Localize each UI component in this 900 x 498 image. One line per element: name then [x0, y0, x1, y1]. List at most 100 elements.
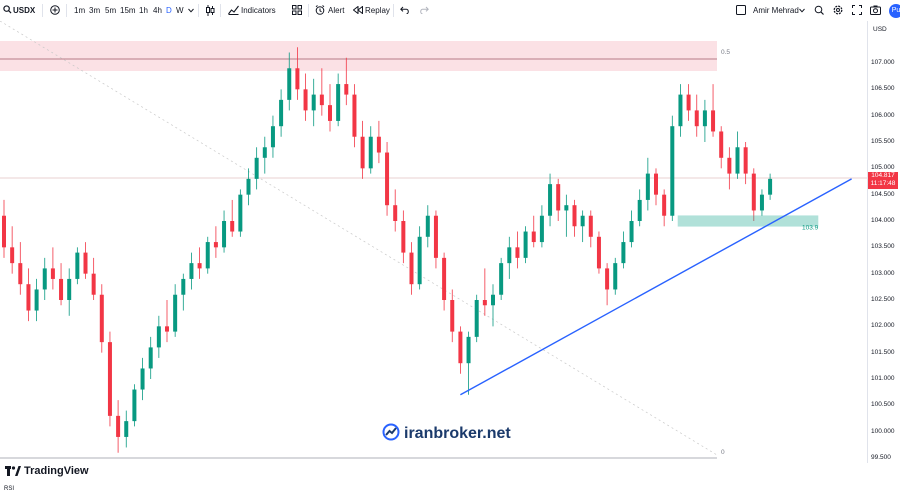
candle[interactable] [442, 257, 447, 300]
candle[interactable] [124, 421, 129, 437]
candle[interactable] [328, 105, 332, 121]
interval-5m[interactable]: 5m [105, 6, 117, 15]
candle[interactable] [319, 94, 324, 106]
candle[interactable] [523, 231, 528, 258]
chevron-down-icon[interactable] [188, 8, 194, 13]
candle[interactable] [491, 294, 495, 306]
candle[interactable] [580, 215, 585, 227]
candle[interactable] [596, 236, 601, 269]
resistance-zone[interactable] [0, 41, 717, 71]
candle[interactable] [686, 94, 691, 111]
candle[interactable] [768, 178, 773, 195]
candle[interactable] [637, 199, 642, 221]
candle[interactable] [173, 294, 178, 332]
candle[interactable] [148, 347, 153, 369]
candle[interactable] [165, 326, 169, 332]
candle[interactable] [654, 173, 658, 195]
candle[interactable] [116, 415, 121, 437]
interval-4h[interactable]: 4h [153, 6, 162, 15]
candle[interactable] [670, 126, 675, 216]
candle[interactable] [482, 300, 487, 306]
candle[interactable] [42, 268, 47, 290]
candle[interactable] [336, 84, 341, 121]
candle[interactable] [205, 242, 210, 269]
candle[interactable] [621, 242, 626, 264]
candle[interactable] [140, 368, 145, 390]
candle[interactable] [588, 215, 593, 237]
candle[interactable] [238, 194, 243, 232]
candle[interactable] [344, 84, 349, 95]
candle[interactable] [385, 152, 390, 206]
candle[interactable] [743, 147, 748, 174]
candle[interactable] [678, 94, 683, 127]
snapshot-icon[interactable] [870, 5, 881, 15]
candle[interactable] [311, 94, 316, 111]
candle[interactable] [132, 389, 137, 422]
quick-search-icon[interactable] [814, 5, 825, 15]
symbol-label[interactable]: USDX [13, 6, 36, 15]
settings-icon[interactable] [833, 5, 843, 15]
candle[interactable] [719, 131, 724, 158]
price-chart[interactable]: 0.5 0 103.9 [0, 21, 867, 463]
tradingview-logo[interactable]: TradingView [5, 464, 89, 478]
user-name[interactable]: Amir Mehrad [753, 6, 799, 15]
alert-button[interactable]: Alert [328, 6, 345, 15]
candle[interactable] [197, 263, 202, 269]
candle[interactable] [629, 221, 634, 243]
candle[interactable] [279, 99, 284, 127]
candle[interactable] [189, 263, 194, 279]
candle[interactable] [499, 263, 504, 295]
candle[interactable] [751, 173, 756, 211]
candle[interactable] [466, 336, 471, 364]
candle[interactable] [539, 215, 544, 243]
candle[interactable] [303, 89, 308, 111]
candle[interactable] [702, 110, 707, 127]
candle[interactable] [572, 205, 577, 227]
interval-w[interactable]: W [176, 6, 184, 15]
candle[interactable] [409, 252, 414, 285]
candle[interactable] [156, 326, 161, 348]
candle[interactable] [67, 278, 72, 300]
interval-1m[interactable]: 1m [74, 6, 86, 15]
candle[interactable] [605, 268, 610, 290]
candle[interactable] [759, 194, 764, 211]
candle[interactable] [75, 252, 80, 279]
candle[interactable] [458, 331, 463, 364]
candle[interactable] [26, 284, 31, 311]
candle[interactable] [295, 68, 300, 90]
candle[interactable] [59, 278, 64, 300]
fullscreen-icon[interactable] [852, 5, 862, 15]
candle[interactable] [181, 278, 186, 295]
undo-icon[interactable] [400, 6, 410, 14]
candle[interactable] [368, 136, 373, 169]
candle[interactable] [548, 184, 553, 216]
candle[interactable] [401, 221, 406, 253]
candle[interactable] [91, 273, 96, 295]
candle[interactable] [613, 263, 618, 290]
templates-icon[interactable] [292, 5, 302, 15]
interval-15m[interactable]: 15m [120, 6, 136, 15]
candle[interactable] [393, 205, 398, 221]
candle[interactable] [645, 173, 650, 200]
candle[interactable] [352, 94, 357, 137]
candle[interactable] [694, 110, 699, 127]
candle[interactable] [34, 289, 39, 311]
candle[interactable] [246, 178, 251, 195]
indicators-button[interactable]: Indicators [241, 6, 276, 15]
candle[interactable] [213, 242, 218, 248]
candle[interactable] [83, 252, 88, 274]
interval-1h[interactable]: 1h [139, 6, 148, 15]
add-symbol-icon[interactable] [50, 5, 60, 15]
checkbox-icon[interactable] [736, 5, 746, 15]
currency-label[interactable]: USD [873, 26, 887, 33]
interval-3m[interactable]: 3m [89, 6, 101, 15]
candle[interactable] [270, 126, 275, 148]
avatar[interactable]: Pu [889, 4, 900, 18]
price-scale[interactable] [867, 21, 900, 463]
candle[interactable] [507, 247, 512, 264]
candle[interactable] [107, 342, 112, 416]
replay-button[interactable]: Replay [365, 6, 390, 15]
candle[interactable] [564, 205, 569, 211]
candle[interactable] [474, 300, 479, 337]
candle[interactable] [450, 300, 455, 332]
